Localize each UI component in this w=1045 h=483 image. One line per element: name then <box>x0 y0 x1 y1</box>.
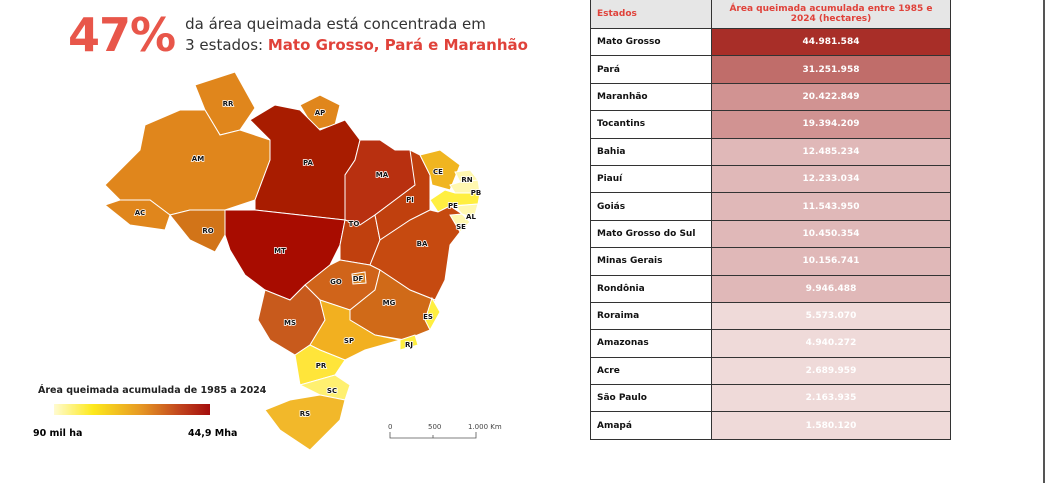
state-value: 2.163.935 <box>711 384 951 413</box>
state-label: PI <box>406 196 414 204</box>
legend-max: 44,9 Mha <box>188 428 238 439</box>
state-label: TO <box>349 220 360 228</box>
state-label: MA <box>376 171 389 179</box>
table-row: Acre 2.689.959 <box>590 356 951 386</box>
state-name: Amazonas <box>590 329 712 358</box>
state-label: CE <box>433 168 443 176</box>
state-al <box>453 203 479 219</box>
state-label: MG <box>383 299 396 307</box>
state-label: MS <box>284 319 296 327</box>
state-sp <box>309 299 401 361</box>
state-name: Acre <box>590 356 712 386</box>
state-am <box>104 109 271 216</box>
legend-min: 90 mil ha <box>33 428 83 439</box>
state-label: DF <box>353 275 364 283</box>
legend-title: Área queimada acumulada de 1985 a 2024 <box>38 385 267 396</box>
state-name: Piauí <box>590 164 712 194</box>
legend-gradient <box>54 404 210 415</box>
table-row: São Paulo 2.163.935 <box>590 384 951 413</box>
state-pb <box>449 179 481 194</box>
state-name: Amapá <box>590 411 712 440</box>
state-label: RJ <box>405 341 413 349</box>
state-label: PR <box>316 362 327 370</box>
state-name: Minas Gerais <box>590 247 712 276</box>
table-row: Mato Grosso do Sul 10.450.354 <box>590 219 951 249</box>
state-value: 10.156.741 <box>711 247 951 276</box>
state-ro <box>169 209 226 253</box>
state-label: PA <box>303 159 313 167</box>
table-row: Mato Grosso 44.981.584 <box>590 27 951 57</box>
state-name: Tocantins <box>590 110 712 139</box>
state-value: 11.543.950 <box>711 192 951 221</box>
state-df <box>351 271 367 285</box>
state-value: 10.450.354 <box>711 219 951 249</box>
state-label: RR <box>223 100 234 108</box>
state-ce <box>419 149 461 191</box>
table-row: Goiás 11.543.950 <box>590 192 951 221</box>
table-row: Maranhão 20.422.849 <box>590 82 951 112</box>
state-label: MT <box>274 247 286 255</box>
state-label: AM <box>192 155 204 163</box>
state-label: SE <box>456 223 466 231</box>
headline-percent: 47% <box>68 8 176 62</box>
state-value: 5.573.070 <box>711 301 951 331</box>
state-name: São Paulo <box>590 384 712 413</box>
table-row: Piauí 12.233.034 <box>590 164 951 194</box>
state-name: Maranhão <box>590 82 712 112</box>
state-value: 20.422.849 <box>711 82 951 112</box>
state-label: AP <box>315 109 326 117</box>
state-label: SC <box>327 387 337 395</box>
state-es <box>424 296 441 332</box>
state-label: AC <box>135 209 146 217</box>
state-label: RO <box>202 227 213 235</box>
table-row: Pará 31.251.958 <box>590 55 951 84</box>
state-label: RS <box>300 410 310 418</box>
headline: 47% da área queimada está concentrada em… <box>68 8 528 62</box>
state-value: 1.580.120 <box>711 411 951 440</box>
state-value: 12.485.234 <box>711 137 951 166</box>
state-label: ES <box>423 313 433 321</box>
state-name: Mato Grosso do Sul <box>590 219 712 249</box>
table-row: Minas Gerais 10.156.741 <box>590 247 951 276</box>
state-value: 44.981.584 <box>711 27 951 57</box>
table-row: Amazonas 4.940.272 <box>590 329 951 358</box>
state-value: 2.689.959 <box>711 356 951 386</box>
state-label: GO <box>330 278 342 286</box>
headline-text: da área queimada está concentrada em 3 e… <box>185 15 528 54</box>
table-row: Tocantins 19.394.209 <box>590 110 951 139</box>
state-name: Bahia <box>590 137 712 166</box>
state-label: AL <box>466 213 476 221</box>
state-value: 4.940.272 <box>711 329 951 358</box>
table-row: Bahia 12.485.234 <box>590 137 951 166</box>
scrollbar[interactable] <box>1043 0 1045 483</box>
state-name: Goiás <box>590 192 712 221</box>
state-value: 31.251.958 <box>711 55 951 84</box>
state-label: PE <box>448 202 458 210</box>
header-states: Estados <box>590 0 712 29</box>
state-value: 9.946.488 <box>711 274 951 303</box>
table-row: Amapá 1.580.120 <box>590 411 951 440</box>
header-area: Área queimada acumulada entre 1985 e 202… <box>711 0 951 29</box>
state-name: Mato Grosso <box>590 27 712 57</box>
state-rs <box>264 394 346 451</box>
state-label: PB <box>471 189 481 197</box>
state-rj <box>399 334 419 351</box>
state-value: 12.233.034 <box>711 164 951 194</box>
state-value: 19.394.209 <box>711 110 951 139</box>
state-name: Roraima <box>590 301 712 331</box>
state-label: RN <box>461 176 472 184</box>
burned-area-table: Estados Área queimada acumulada entre 19… <box>590 0 951 440</box>
state-name: Rondônia <box>590 274 712 303</box>
table-row: Rondônia 9.946.488 <box>590 274 951 303</box>
state-label: SP <box>344 337 354 345</box>
state-name: Pará <box>590 55 712 84</box>
state-label: BA <box>417 240 428 248</box>
table-row: Roraima 5.573.070 <box>590 301 951 331</box>
state-sc <box>298 374 351 401</box>
